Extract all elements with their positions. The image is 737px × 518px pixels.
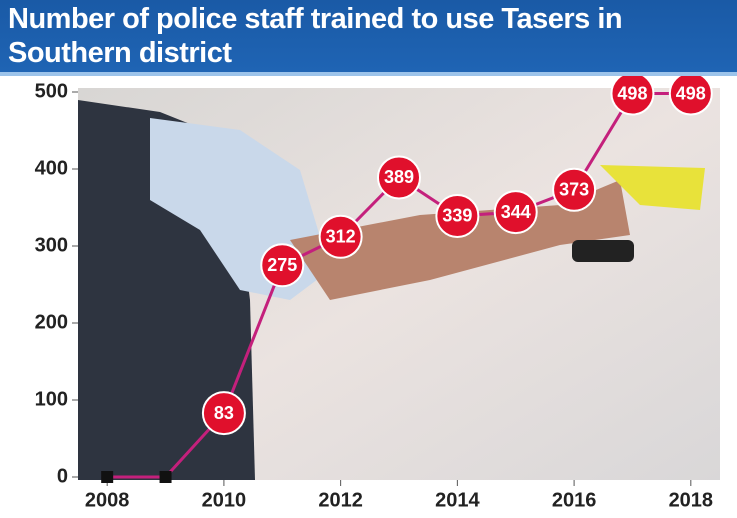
y-tick-label: 400 — [35, 157, 68, 179]
point-marker — [435, 193, 480, 238]
x-tick-label: 2016 — [552, 489, 597, 511]
data-label: 275 — [267, 255, 297, 275]
y-tick-label: 100 — [35, 388, 68, 410]
point-marker — [159, 471, 172, 483]
x-tick-label: 2018 — [669, 489, 714, 511]
point-marker — [493, 190, 538, 235]
point-marker — [377, 155, 421, 200]
data-label: 83 — [214, 403, 234, 423]
x-tick-label: 2012 — [318, 489, 363, 511]
data-label: 498 — [617, 83, 647, 103]
point-marker — [101, 471, 114, 483]
data-label: 389 — [384, 167, 414, 187]
data-label: 498 — [676, 83, 706, 103]
point-marker — [552, 167, 597, 212]
data-label: 373 — [559, 180, 589, 200]
taser-grip — [572, 240, 634, 262]
officer-arm — [290, 180, 630, 300]
x-tick-label: 2010 — [202, 489, 247, 511]
x-tick-label: 2014 — [435, 489, 480, 511]
point-marker — [260, 243, 305, 288]
chart-title: Number of police staff trained to use Ta… — [0, 0, 737, 76]
x-tick-label: 2008 — [85, 489, 130, 511]
data-label: 312 — [326, 227, 356, 247]
point-marker — [318, 214, 363, 259]
y-tick-label: 500 — [35, 80, 68, 102]
taser — [600, 165, 705, 210]
y-tick-label: 0 — [57, 465, 68, 487]
data-label: 339 — [442, 206, 472, 226]
data-label: 344 — [501, 202, 531, 222]
y-tick-label: 300 — [35, 234, 68, 256]
y-tick-label: 200 — [35, 311, 68, 333]
point-marker — [201, 391, 246, 436]
